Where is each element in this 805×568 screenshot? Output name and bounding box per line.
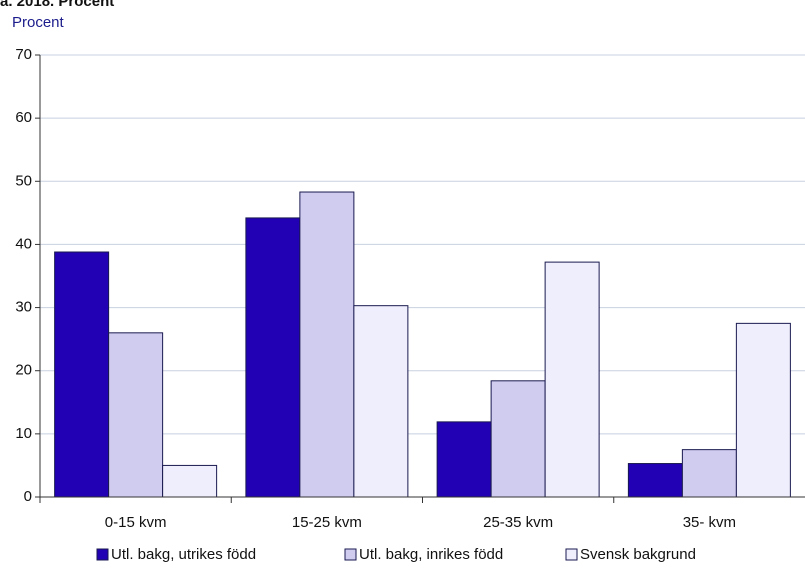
legend-swatch	[96, 548, 109, 561]
y-tick-label: 30	[15, 299, 32, 316]
bar	[681, 449, 737, 498]
bar	[299, 191, 355, 498]
bar	[54, 251, 110, 498]
legend-label: Svensk bakgrund	[580, 546, 696, 563]
chart-title: a. 2018. Procent	[0, 0, 114, 10]
y-tick-label: 60	[15, 109, 32, 126]
y-tick-label: 20	[15, 362, 32, 379]
y-tick-label: 10	[15, 425, 32, 442]
x-tick-label: 0-15 kvm	[105, 514, 167, 531]
y-axis-label: Procent	[12, 14, 65, 31]
legend-swatch	[344, 548, 357, 561]
bar	[162, 464, 218, 498]
legend-swatch	[565, 548, 578, 561]
bar	[490, 380, 546, 498]
y-tick-label: 70	[15, 46, 32, 63]
bar	[353, 305, 409, 498]
y-tick-label: 50	[15, 172, 32, 189]
y-tick-label: 40	[15, 235, 32, 252]
x-tick-label: 35- kvm	[683, 514, 736, 531]
y-tick-label: 0	[24, 488, 32, 505]
x-tick-label: 25-35 kvm	[483, 514, 553, 531]
bar	[627, 463, 683, 498]
bar	[245, 217, 301, 498]
bar	[108, 332, 164, 498]
bar	[544, 261, 600, 498]
legend-label: Utl. bakg, utrikes född	[111, 546, 256, 563]
legend-label: Utl. bakg, inrikes född	[359, 546, 503, 563]
x-tick-label: 15-25 kvm	[292, 514, 362, 531]
bar	[436, 421, 492, 498]
bar	[735, 322, 791, 498]
